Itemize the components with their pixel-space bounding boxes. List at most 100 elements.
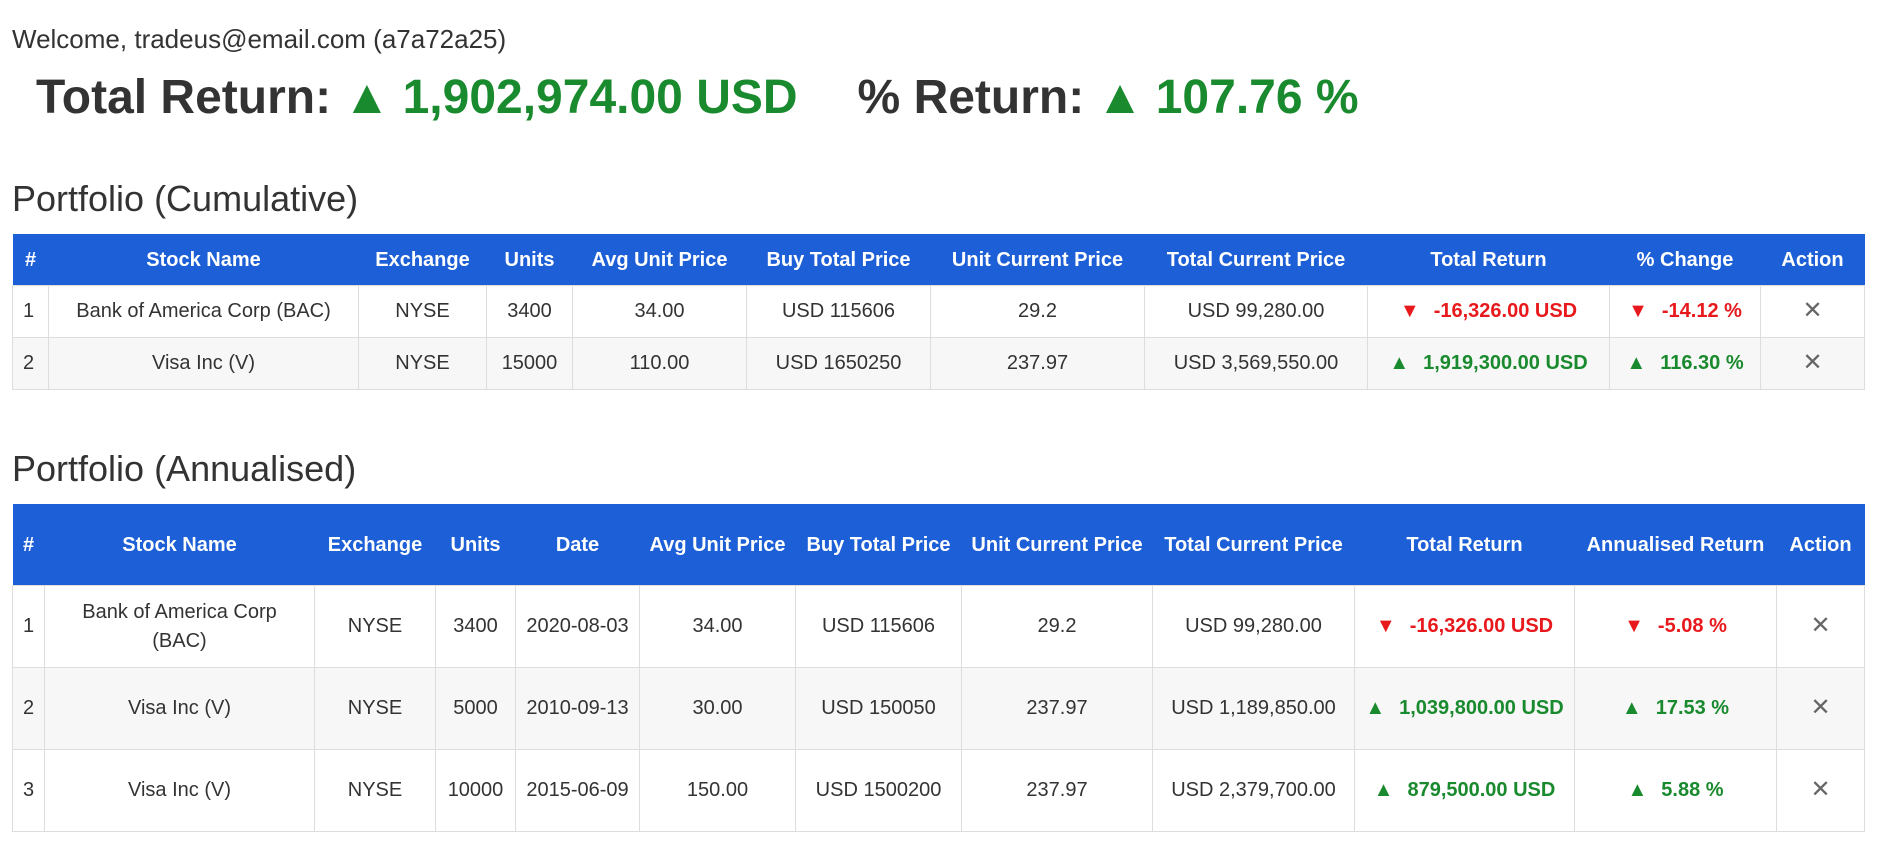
total-return-cell: ▲ 879,500.00 USD [1354,749,1575,832]
annualised-table: # Stock Name Exchange Units Date Avg Uni… [12,504,1865,832]
pct-return-label: % Return: [857,71,1085,124]
up-triangle-icon: ▲ [1626,352,1647,374]
table-row: 2 Visa Inc (V) NYSE 5000 2010-09-13 30.0… [12,667,1865,750]
up-triangle-icon: ▲ [1621,697,1642,719]
annualised-title: Portfolio (Annualised) [12,448,357,489]
row-index: 2 [12,667,45,750]
col-header-units: Units [486,234,573,286]
avg-unit-price: 150.00 [639,749,796,832]
cumulative-title: Portfolio (Cumulative) [12,178,359,219]
date: 2010-09-13 [515,667,640,750]
row-index: 3 [12,749,45,832]
up-triangle-icon: ▲ [1365,697,1386,719]
annualised-return-value: -5.08 % [1657,615,1727,637]
buy-total-price: USD 150050 [795,667,962,750]
units: 10000 [435,749,516,832]
total-return-value: 1,902,974.00 USD [402,71,798,124]
annualised-return-value: 17.53 % [1655,697,1730,719]
avg-unit-price: 34.00 [639,585,796,668]
buy-total-price: USD 1650250 [746,337,931,390]
row-index: 2 [12,337,49,390]
total-current-price: USD 99,280.00 [1152,585,1355,668]
units: 3400 [435,585,516,668]
annualised-return-cell: ▼ -5.08 % [1574,585,1777,668]
close-icon[interactable]: ✕ [1802,349,1823,376]
col-header-total-current-price: Total Current Price [1152,504,1355,586]
pct-change-cell: ▲ 116.30 % [1609,337,1761,390]
total-return-value: 1,919,300.00 USD [1423,352,1588,374]
action-cell: ✕ [1776,749,1865,832]
action-cell: ✕ [1776,585,1865,668]
welcome-prefix: Welcome, [12,24,135,54]
date: 2015-06-09 [515,749,640,832]
table-row: 1 Bank of America Corp (BAC) NYSE 3400 3… [12,285,1865,338]
table-row: 3 Visa Inc (V) NYSE 10000 2015-06-09 150… [12,749,1865,832]
up-triangle-icon: ▲ [1389,352,1410,374]
pct-change-value: 116.30 % [1660,352,1744,374]
avg-unit-price: 34.00 [572,285,747,338]
stock-name: Visa Inc (V) [44,749,315,832]
col-header-index: # [12,504,45,586]
unit-current-price: 237.97 [930,337,1145,390]
pct-return-up-icon: ▲ [1096,71,1144,124]
row-index: 1 [12,285,49,338]
total-current-price: USD 2,379,700.00 [1152,749,1355,832]
welcome-message: Welcome, tradeus@email.com (a7a72a25) [12,24,506,55]
col-header-total-current-price: Total Current Price [1144,234,1368,286]
cumulative-header-row: # Stock Name Exchange Units Avg Unit Pri… [12,234,1865,286]
action-cell: ✕ [1776,667,1865,750]
total-return-value: -16,326.00 USD [1409,615,1554,637]
col-header-action: Action [1760,234,1865,286]
action-cell: ✕ [1760,285,1865,338]
unit-current-price: 29.2 [961,585,1153,668]
table-row: 1 Bank of America Corp (BAC) NYSE 3400 2… [12,585,1865,668]
col-header-stock-name: Stock Name [48,234,359,286]
pct-return-value: 107.76 % [1155,71,1359,124]
stock-name: Visa Inc (V) [48,337,359,390]
exchange: NYSE [358,285,487,338]
date: 2020-08-03 [515,585,640,668]
total-return-up-icon: ▲ [343,71,391,124]
exchange: NYSE [314,749,436,832]
annualised-return-value: 5.88 % [1661,779,1724,801]
avg-unit-price: 110.00 [572,337,747,390]
total-return-value: 879,500.00 USD [1407,779,1556,801]
total-return-cell: ▼ -16,326.00 USD [1354,585,1575,668]
close-icon[interactable]: ✕ [1810,612,1831,639]
stock-name: Visa Inc (V) [44,667,315,750]
col-header-index: # [12,234,49,286]
exchange: NYSE [314,667,436,750]
close-icon[interactable]: ✕ [1810,694,1831,721]
buy-total-price: USD 115606 [746,285,931,338]
exchange: NYSE [314,585,436,668]
total-return-cell: ▼ -16,326.00 USD [1367,285,1610,338]
total-return-value: -16,326.00 USD [1433,300,1578,322]
col-header-date: Date [515,504,640,586]
col-header-total-return: Total Return [1367,234,1610,286]
col-header-total-return: Total Return [1354,504,1575,586]
user-email: tradeus@email.com [134,24,366,54]
col-header-avg-unit-price: Avg Unit Price [639,504,796,586]
down-triangle-icon: ▼ [1399,300,1420,322]
close-icon[interactable]: ✕ [1802,297,1823,324]
col-header-buy-total-price: Buy Total Price [795,504,962,586]
down-triangle-icon: ▼ [1375,615,1396,637]
exchange: NYSE [358,337,487,390]
col-header-exchange: Exchange [358,234,487,286]
up-triangle-icon: ▲ [1627,779,1648,801]
col-header-annualised-return: Annualised Return [1574,504,1777,586]
return-summary: Total Return: ▲ 1,902,974.00 USD % Retur… [36,70,1359,125]
buy-total-price: USD 115606 [795,585,962,668]
total-current-price: USD 3,569,550.00 [1144,337,1368,390]
action-cell: ✕ [1760,337,1865,390]
units: 3400 [486,285,573,338]
total-return-value: 1,039,800.00 USD [1399,697,1564,719]
table-row: 2 Visa Inc (V) NYSE 15000 110.00 USD 165… [12,337,1865,390]
unit-current-price: 237.97 [961,749,1153,832]
user-id: (a7a72a25) [373,24,507,54]
col-header-exchange: Exchange [314,504,436,586]
close-icon[interactable]: ✕ [1810,776,1831,803]
total-return-cell: ▲ 1,039,800.00 USD [1354,667,1575,750]
up-triangle-icon: ▲ [1373,779,1394,801]
